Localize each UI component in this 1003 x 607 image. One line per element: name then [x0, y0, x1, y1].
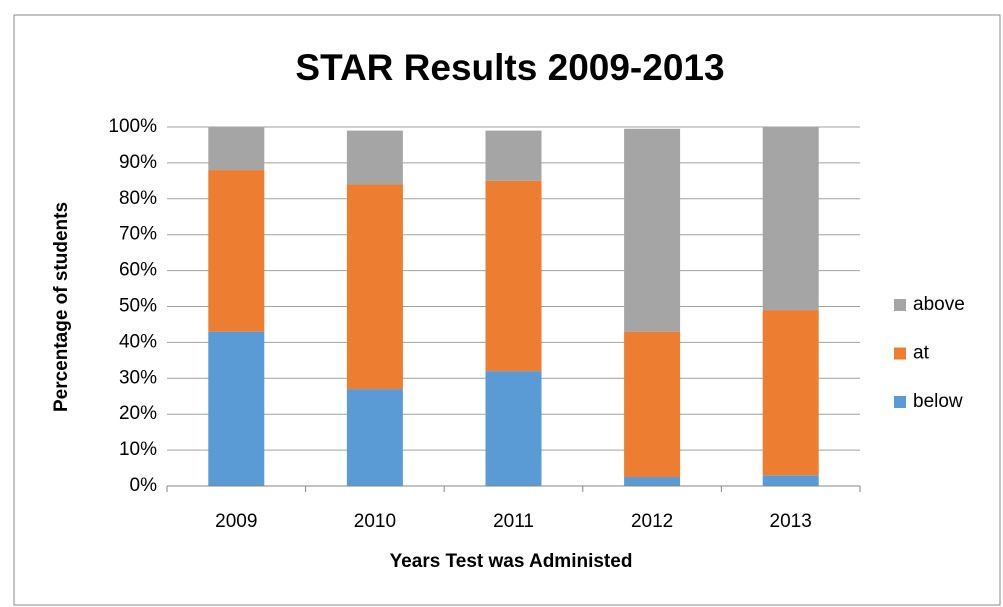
chart-title: STAR Results 2009-2013 [295, 47, 724, 88]
bar-segment [346, 130, 403, 185]
legend-label: below [913, 391, 963, 412]
bar-segment [762, 310, 819, 476]
x-tick-label: 2009 [215, 511, 257, 532]
bar-segment [762, 127, 819, 311]
bar-segment [624, 331, 681, 478]
legend-swatch [894, 347, 906, 360]
x-tick-label: 2012 [631, 511, 673, 532]
bar-segment [485, 371, 542, 486]
bar-segment [762, 475, 819, 486]
y-tick-label: 50% [119, 296, 157, 317]
bar-segment [208, 331, 265, 486]
legend-label: at [913, 343, 930, 364]
bar-segment [624, 477, 681, 486]
x-axis-label: Years Test was Administed [390, 551, 633, 572]
x-tick-label: 2013 [770, 511, 812, 532]
y-axis-label: Percentage of students [51, 202, 72, 412]
y-tick-label: 0% [130, 475, 158, 496]
bar-segment [346, 389, 403, 486]
x-tick-label: 2011 [493, 511, 534, 532]
y-tick-label: 40% [119, 331, 157, 352]
y-tick-label: 20% [119, 403, 157, 424]
legend-label: above [913, 294, 965, 315]
bar-segment [485, 180, 542, 372]
y-tick-label: 30% [119, 367, 157, 388]
y-tick-label: 90% [119, 152, 157, 173]
y-tick-label: 80% [119, 188, 157, 209]
bar-segment [624, 128, 681, 332]
bar-segment [208, 170, 265, 332]
bar-segment [208, 127, 265, 171]
y-tick-label: 70% [119, 224, 157, 245]
bar-segment [346, 184, 403, 390]
bar-segment [485, 130, 542, 181]
legend-swatch [894, 396, 906, 408]
y-tick-label: 10% [119, 439, 157, 460]
y-tick-label: 100% [108, 116, 157, 137]
x-tick-label: 2010 [354, 511, 396, 532]
y-tick-label: 60% [119, 260, 157, 281]
legend-swatch [894, 299, 906, 311]
